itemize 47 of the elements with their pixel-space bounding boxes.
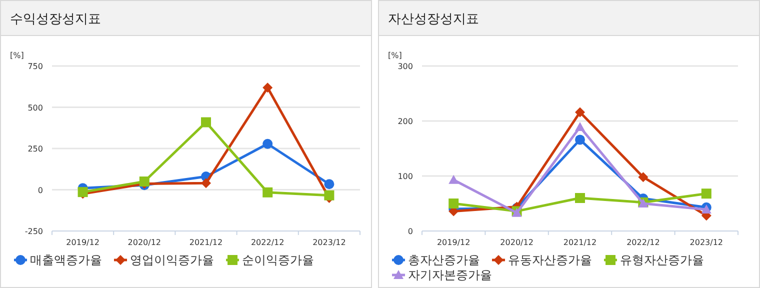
x-tick-label: 2022/12 (626, 238, 660, 247)
point (324, 179, 334, 190)
legend-label: 총자산증가율 (408, 253, 480, 267)
y-tick-label: 250 (28, 144, 43, 154)
point (575, 193, 585, 203)
x-tick-label: 2023/12 (312, 238, 346, 247)
point (262, 187, 273, 198)
y-axis-title: [%] (388, 51, 402, 60)
legend-label: 유동자산증가율 (508, 253, 592, 267)
y-tick-label: 200 (398, 117, 413, 126)
y-tick-label: -250 (24, 227, 43, 236)
y-tick-label: 300 (398, 62, 413, 71)
x-tick-label: 2022/12 (250, 238, 284, 247)
y-tick-label: 0 (38, 186, 43, 195)
x-tick-label: 2019/12 (66, 238, 100, 247)
x-tick-label: 2021/12 (189, 238, 223, 247)
point (448, 174, 459, 184)
point (262, 82, 273, 93)
y-tick-label: 0 (408, 227, 413, 236)
y-tick-label: 100 (398, 172, 413, 181)
y-axis-title: [%] (10, 51, 24, 60)
chart-title: 자산성장성지표 (388, 12, 479, 27)
point (324, 190, 334, 200)
point (448, 198, 459, 208)
chart-title: 수익성장성지표 (10, 12, 101, 27)
x-tick-label: 2021/12 (563, 238, 597, 247)
point (139, 176, 150, 186)
point (575, 122, 585, 132)
x-tick-label: 2023/12 (690, 238, 724, 247)
y-tick-label: 750 (28, 62, 43, 71)
legend-label: 자기자본증가율 (408, 268, 492, 282)
x-tick-label: 2020/12 (500, 238, 534, 247)
point (575, 134, 585, 145)
legend-label: 유형자산증가율 (620, 253, 704, 267)
point (201, 117, 211, 128)
legend-label: 순이익증가율 (242, 253, 314, 267)
legend-label: 영업이익증가율 (130, 253, 214, 267)
x-tick-label: 2019/12 (436, 238, 470, 247)
point (701, 204, 712, 214)
point (638, 172, 648, 182)
y-tick-label: 500 (28, 103, 43, 112)
x-tick-label: 2020/12 (128, 238, 162, 247)
legend-label: 매출액증가율 (30, 253, 102, 267)
point (262, 138, 273, 149)
point (575, 107, 585, 118)
point (701, 188, 712, 199)
point (201, 178, 211, 188)
